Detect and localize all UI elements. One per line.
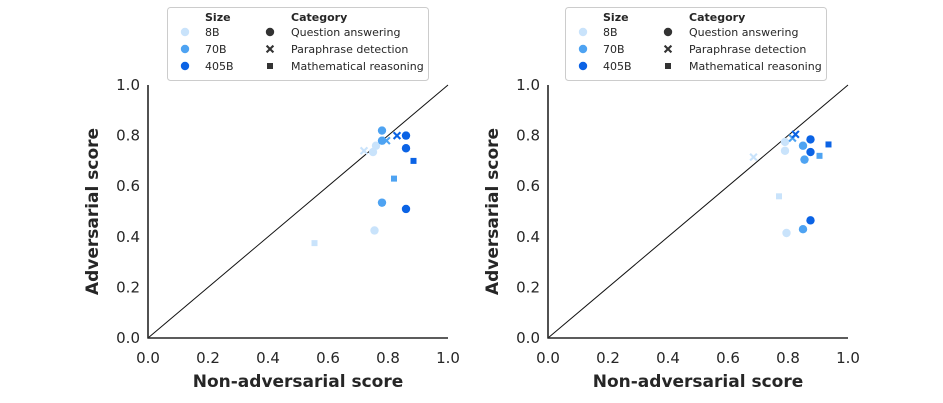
legend-size-label: 405B [205, 60, 234, 73]
x-tick-label: 0.6 [316, 349, 340, 367]
x-tick-label: 0.2 [196, 349, 220, 367]
legend-category-marker-0 [265, 27, 275, 37]
data-point-right-1 [780, 146, 790, 155]
legend-size-label: 8B [205, 26, 220, 39]
legend-size-swatch-8B [180, 27, 190, 37]
data-point-right-8 [798, 225, 808, 234]
legend-category-label: Question answering [291, 26, 400, 39]
data-point-right-10 [791, 130, 800, 139]
legend-box [565, 7, 827, 81]
data-point-right-4 [776, 193, 782, 200]
y-tick-label: 0.2 [516, 278, 540, 296]
data-point-left-4 [311, 240, 318, 247]
data-point-left-9 [391, 175, 397, 182]
legend-size-swatch-405B [180, 61, 190, 71]
x-axis-title-left: Non-adversarial score [193, 372, 404, 392]
y-tick-label: 0.8 [116, 127, 140, 145]
data-point-right-14 [806, 216, 815, 225]
y-tick-label: 0.2 [116, 278, 140, 296]
legend-size-label: 70B [205, 43, 227, 56]
legend-category-title: Category [689, 11, 745, 24]
scatter-panel-right: Size Category 8B 70B 405B Question answering P… [483, 7, 860, 392]
x-tick-label: 1.0 [836, 349, 860, 367]
scatter-panel-left: Size Category 8B 70B 405B Question answering P… [83, 7, 460, 392]
data-point-left-8 [377, 198, 387, 207]
data-point-left-10 [392, 131, 402, 140]
data-point-right-9 [816, 152, 823, 159]
legend-size-label: 70B [603, 43, 625, 56]
legend-category-marker-1 [265, 44, 275, 54]
x-tick-label: 0.2 [596, 349, 620, 367]
y-tick-label: 0.6 [516, 177, 540, 195]
x-tick-label: 0.0 [136, 349, 160, 367]
data-point-left-14 [401, 204, 411, 214]
data-point-left-11 [401, 131, 411, 140]
legend-size-swatch-70B [578, 44, 588, 54]
data-point-right-6 [798, 141, 808, 150]
data-point-right-3 [782, 228, 791, 238]
legend-box [167, 7, 429, 81]
legend-category-marker-0 [663, 27, 673, 37]
x-tick-label: 0.8 [376, 349, 400, 367]
legend-size-title: Size [603, 11, 629, 24]
x-tick-label: 1.0 [436, 349, 460, 367]
data-point-left-1 [368, 147, 378, 157]
data-point-right-2 [780, 137, 790, 147]
x-tick-label: 0.0 [536, 349, 560, 367]
legend-size-swatch-405B [578, 61, 588, 71]
legend-size-title: Size [205, 11, 231, 24]
diagonal-reference-line [547, 84, 849, 339]
y-tick-label: 0.0 [116, 329, 140, 347]
data-point-left-0 [359, 146, 369, 155]
legend-category-marker-1 [663, 44, 673, 54]
y-tick-label: 0.4 [116, 228, 140, 246]
y-axis-title-left: Adversarial score [83, 128, 103, 295]
data-point-right-12 [806, 147, 815, 157]
x-tick-label: 0.6 [716, 349, 740, 367]
legend-category-marker-2 [267, 63, 273, 69]
y-tick-label: 0.6 [116, 177, 140, 195]
data-point-left-5 [377, 126, 387, 135]
x-tick-label: 0.8 [776, 349, 800, 367]
legend-size-swatch-70B [180, 44, 190, 54]
x-tick-label: 0.4 [256, 349, 280, 367]
x-tick-label: 0.4 [656, 349, 680, 367]
legend-right: Size Category 8B 70B 405B Question answering P… [565, 7, 827, 81]
legend-category-label: Paraphrase detection [689, 43, 806, 56]
y-tick-label: 0.8 [516, 127, 540, 145]
data-point-right-7 [800, 155, 809, 164]
y-tick-label: 1.0 [516, 76, 540, 94]
diagonal-reference-line [147, 84, 449, 339]
data-point-left-13 [410, 157, 417, 164]
legend-size-label: 8B [603, 26, 618, 39]
legend-category-title: Category [291, 11, 347, 24]
data-point-right-11 [806, 135, 815, 144]
legend-category-label: Mathematical reasoning [689, 60, 822, 73]
legend-left: Size Category 8B 70B 405B Question answering P… [167, 7, 429, 81]
legend-size-label: 405B [603, 60, 632, 73]
y-tick-label: 1.0 [116, 76, 140, 94]
data-point-left-12 [401, 144, 411, 153]
plot-area-right: 0.0 0.2 0.4 0.6 0.8 1.0 0.0 0.2 0.4 0.6 0.8 1.0 [516, 76, 860, 367]
legend-size-swatch-8B [578, 27, 588, 37]
data-point-left-3 [370, 226, 379, 235]
data-point-left-7 [382, 136, 391, 145]
data-point-right-0 [749, 152, 758, 162]
y-tick-label: 0.0 [516, 329, 540, 347]
legend-category-label: Mathematical reasoning [291, 60, 424, 73]
data-point-left-2 [371, 141, 381, 150]
legend-category-marker-2 [665, 63, 671, 69]
data-point-right-13 [825, 141, 832, 148]
y-axis-title-right: Adversarial score [483, 128, 503, 295]
legend-category-label: Paraphrase detection [291, 43, 408, 56]
legend-category-label: Question answering [689, 26, 798, 39]
plot-area-left: 0.0 0.2 0.4 0.6 0.8 1.0 0.0 0.2 0.4 0.6 0.8 1.0 [116, 76, 460, 367]
y-tick-label: 0.4 [516, 228, 540, 246]
x-axis-title-right: Non-adversarial score [593, 372, 804, 392]
